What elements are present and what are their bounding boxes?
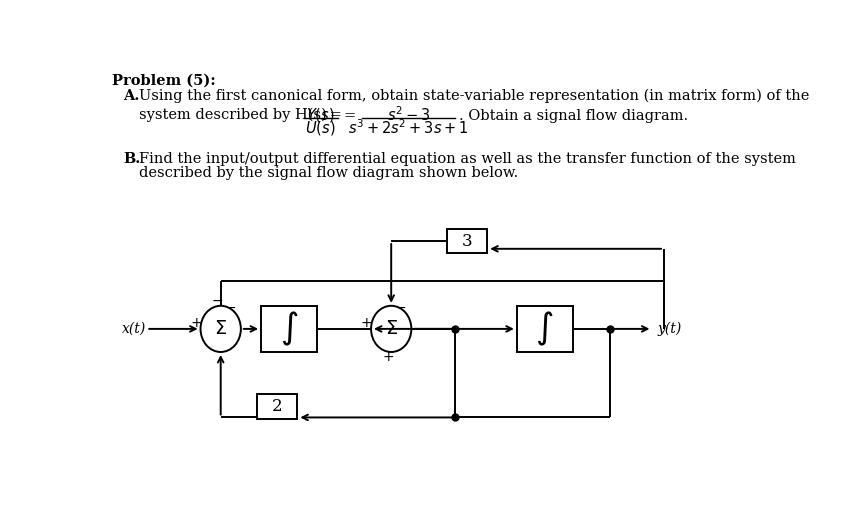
- Text: +: +: [190, 316, 202, 330]
- Ellipse shape: [200, 306, 241, 352]
- Text: y(t): y(t): [658, 321, 682, 336]
- Text: Problem (5):: Problem (5):: [112, 74, 216, 88]
- Text: A.: A.: [123, 89, 139, 103]
- Text: =: =: [344, 110, 356, 123]
- Text: described by the signal flow diagram shown below.: described by the signal flow diagram sho…: [138, 165, 518, 180]
- Text: . Obtain a signal flow diagram.: . Obtain a signal flow diagram.: [459, 110, 688, 123]
- Text: $s^3+2s^2+3s+1$: $s^3+2s^2+3s+1$: [348, 119, 469, 138]
- Text: −: −: [212, 294, 223, 307]
- Text: Using the first canonical form, obtain state-variable representation (in matrix : Using the first canonical form, obtain s…: [138, 89, 809, 103]
- Text: $U(s)$: $U(s)$: [305, 119, 336, 136]
- Text: $\int$: $\int$: [280, 310, 298, 348]
- Text: $\Sigma$: $\Sigma$: [385, 319, 398, 338]
- Bar: [516, 306, 572, 352]
- Text: 3: 3: [462, 232, 472, 250]
- Text: $s^2-3$: $s^2-3$: [387, 105, 430, 124]
- Text: $\int$: $\int$: [535, 310, 554, 348]
- Text: Find the input/output differential equation as well as the transfer function of : Find the input/output differential equat…: [138, 152, 795, 166]
- Text: +: +: [360, 316, 372, 330]
- Bar: [261, 306, 317, 352]
- Text: $\Sigma$: $\Sigma$: [215, 319, 227, 338]
- Text: −: −: [396, 302, 406, 315]
- Bar: [447, 229, 488, 253]
- Text: −: −: [226, 302, 236, 315]
- Text: B.: B.: [123, 152, 140, 166]
- Text: system described by H(s) =: system described by H(s) =: [138, 107, 341, 122]
- Ellipse shape: [371, 306, 411, 352]
- Text: $Y(s)$: $Y(s)$: [306, 105, 335, 124]
- Bar: [257, 394, 298, 419]
- Text: 2: 2: [272, 398, 282, 415]
- Text: +: +: [382, 350, 394, 364]
- Text: x(t): x(t): [121, 322, 146, 336]
